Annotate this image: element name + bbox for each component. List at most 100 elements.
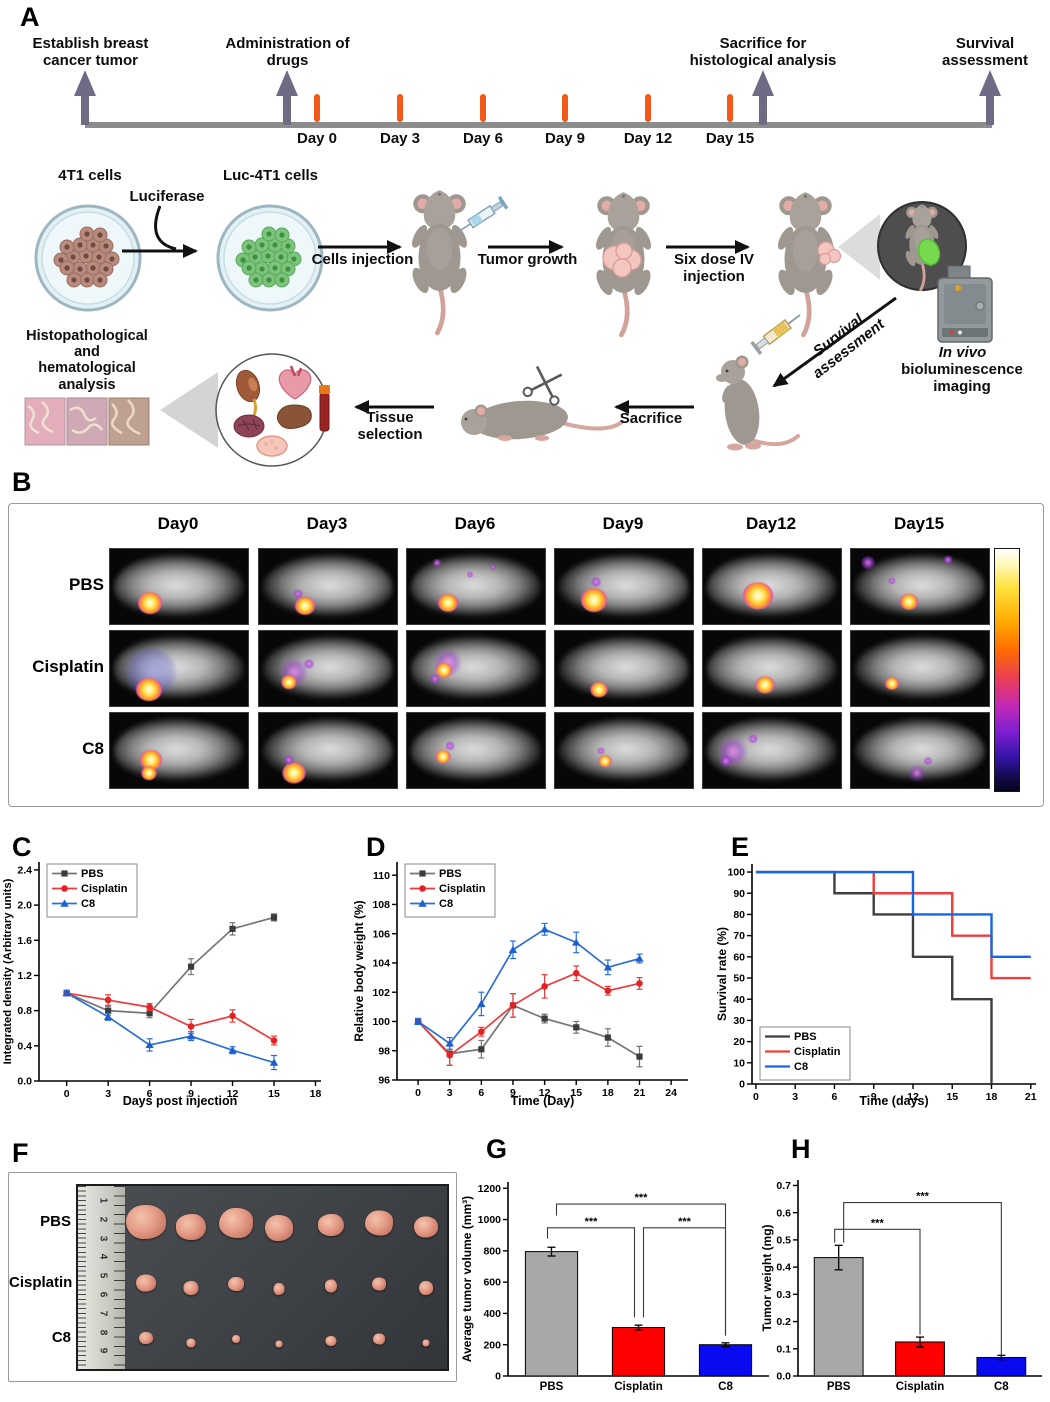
- blood-tube-icon: [319, 385, 330, 432]
- svg-text:PBS: PBS: [439, 868, 462, 880]
- svg-text:***: ***: [585, 1216, 599, 1228]
- timeline-day-9: Day 9: [544, 130, 586, 147]
- tumor-specimen: [365, 1210, 393, 1236]
- tumor-specimen: [186, 1338, 196, 1348]
- svg-text:20: 20: [733, 1036, 745, 1048]
- timeline: [74, 70, 1001, 128]
- day-header: Day0: [157, 514, 199, 533]
- svg-text:40: 40: [733, 994, 745, 1006]
- svg-text:0: 0: [64, 1088, 70, 1100]
- svg-text:400: 400: [483, 1308, 501, 1320]
- svg-text:C8: C8: [994, 1381, 1009, 1393]
- timeline-day-15: Day 15: [705, 130, 755, 147]
- svg-text:21: 21: [1025, 1091, 1037, 1103]
- mouse-image-cell: [702, 630, 842, 707]
- bioluminescence-spot: [283, 754, 295, 765]
- bioluminescence-spot: [282, 762, 305, 784]
- svg-text:1000: 1000: [478, 1214, 502, 1226]
- svg-text:0.2: 0.2: [776, 1316, 791, 1328]
- svg-text:3: 3: [792, 1091, 798, 1103]
- green-bioluminescence-blob: [917, 238, 941, 266]
- svg-text:Time (Day): Time (Day): [511, 1094, 575, 1108]
- svg-text:102: 102: [372, 987, 390, 999]
- mouse-body-image: [559, 554, 689, 619]
- svg-text:0.5: 0.5: [776, 1234, 791, 1246]
- day-header: Day9: [602, 514, 644, 533]
- tumor-specimen: [422, 1339, 430, 1347]
- panel-f-label: F: [12, 1138, 29, 1168]
- tumor-specimen: [139, 1332, 153, 1344]
- bioluminescence-spot: [719, 755, 733, 767]
- svg-text:0.0: 0.0: [17, 1076, 32, 1088]
- group-row-label: C8: [82, 738, 104, 758]
- survival-diagonal-arrow: [772, 296, 897, 388]
- bioluminescence-spot: [292, 589, 303, 599]
- bioluminescence-spot: [580, 588, 607, 612]
- histology-tiles: [24, 397, 150, 446]
- ruler-number: 8: [97, 1329, 109, 1335]
- tumor-blob-small: [817, 241, 842, 266]
- timeline-day-6: Day 6: [462, 130, 504, 147]
- ruler-number: 9: [97, 1348, 109, 1354]
- svg-text:0.0: 0.0: [776, 1371, 791, 1383]
- svg-text:Average tumor volume (mm³): Average tumor volume (mm³): [460, 1196, 474, 1362]
- ureter: [252, 398, 257, 416]
- mouse-image-cell: [554, 630, 694, 707]
- panel-h-label: H: [791, 1134, 811, 1164]
- bioluminescence-spot: [598, 755, 612, 767]
- bioluminescence-circle: [877, 201, 967, 292]
- svg-text:PBS: PBS: [827, 1381, 851, 1393]
- svg-text:12: 12: [227, 1088, 239, 1100]
- petri-dish-4t1-icon: [34, 204, 142, 312]
- mouse-image-cell: [109, 548, 249, 625]
- mouse-image-cell: [406, 712, 546, 789]
- label-six-dose: Six dose IV injection: [673, 251, 755, 285]
- tumor-specimen: [183, 1281, 199, 1295]
- tumor-blob: [602, 242, 642, 278]
- svg-text:15: 15: [570, 1087, 582, 1099]
- label-4t1-cells: 4T1 cells: [58, 167, 122, 184]
- panel-e-label: E: [731, 832, 750, 862]
- timeline-day-3: Day 3: [379, 130, 421, 147]
- tumor-specimen: [372, 1277, 386, 1291]
- mouse-body-image: [559, 718, 689, 783]
- timeline-arrows: [74, 70, 1001, 125]
- svg-text:2.4: 2.4: [17, 865, 32, 877]
- panel-d-label: D: [366, 832, 386, 862]
- mouse-sacrificed: [461, 400, 624, 441]
- mouse-image-cell: [702, 712, 842, 789]
- chart-tumor-weight: 0.0 0.1 0.2 0.3 0.4 0.5 0.6 0.7 Tumor weight (mg…: [760, 1180, 1042, 1393]
- tumor-specimen: [232, 1335, 240, 1343]
- bioluminescence-spot: [908, 764, 927, 782]
- tumor-specimen: [273, 1283, 285, 1295]
- svg-text:Time (days): Time (days): [859, 1094, 928, 1108]
- svg-text:PBS: PBS: [81, 868, 104, 880]
- tumor-specimen: [325, 1279, 337, 1293]
- mouse-image-cell: [406, 630, 546, 707]
- bioluminescence-spot: [885, 677, 900, 690]
- svg-text:80: 80: [733, 909, 745, 921]
- day-header: Day12: [745, 514, 797, 533]
- timeline-day-12: Day 12: [623, 130, 673, 147]
- panel-a-label: A: [20, 2, 40, 32]
- syringe-icon: [457, 195, 509, 233]
- svg-text:15: 15: [946, 1091, 958, 1103]
- imaging-device-icon: [937, 265, 993, 343]
- bioluminescence-spot: [281, 675, 297, 689]
- svg-text:Survival rate (%): Survival rate (%): [715, 927, 729, 1021]
- svg-text:***: ***: [678, 1216, 692, 1228]
- heart-icon: [278, 365, 312, 400]
- tumor-specimen: [219, 1208, 253, 1238]
- svg-text:100: 100: [727, 867, 745, 879]
- iv-syringe-icon: [750, 314, 801, 355]
- spleen-icon: [233, 414, 265, 438]
- intensity-colorbar: [994, 548, 1020, 792]
- day-header: Day6: [454, 514, 496, 533]
- mouse-image-cell: [554, 548, 694, 625]
- bioluminescence-spot: [888, 576, 897, 585]
- liver-icon: [276, 404, 312, 430]
- svg-text:***: ***: [635, 1192, 649, 1204]
- svg-text:***: ***: [871, 1217, 885, 1229]
- svg-text:Tumor weight (mg): Tumor weight (mg): [760, 1224, 774, 1331]
- photo-row-label: C8: [51, 1329, 71, 1346]
